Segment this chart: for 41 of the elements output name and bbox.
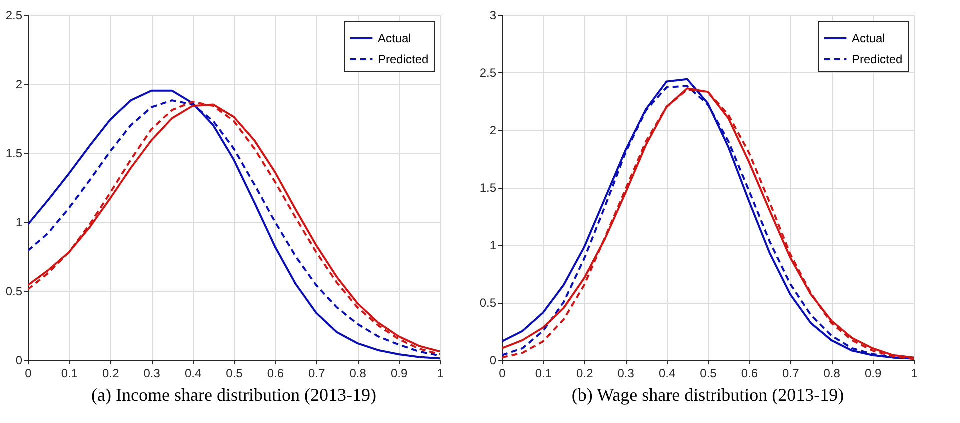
y-tick-label: 2 [16, 78, 23, 92]
text: (b) Wage share distribution (2013-19) [572, 385, 844, 405]
y-tick-label: 1 [16, 216, 23, 230]
legend-label: Actual [378, 32, 412, 46]
legend-label: Predicted [852, 52, 903, 66]
x-tick-label: 0.4 [184, 366, 202, 380]
x-tick-label: 0.9 [390, 366, 408, 380]
x-tick-label: 0.8 [350, 366, 367, 380]
y-tick-label: 1.5 [6, 146, 23, 160]
x-tick-label: 0.5 [700, 366, 718, 380]
x-tick-label: 0.3 [618, 366, 635, 380]
x-tick-label: 0 [25, 366, 32, 380]
x-tick-label: 1 [911, 366, 918, 380]
text: (a) Income share distribution (2013-19) [92, 385, 376, 405]
x-tick-label: 0.8 [824, 366, 841, 380]
y-tick-label: 1 [490, 238, 497, 252]
y-tick-label: 3 [490, 8, 497, 22]
y-tick-label: 0.5 [6, 284, 23, 298]
x-tick-label: 0.7 [782, 366, 800, 380]
x-tick-label: 0.7 [308, 366, 326, 380]
x-tick-label: 0.4 [658, 366, 676, 380]
legend-label: Predicted [378, 52, 429, 66]
x-tick-label: 0.5 [226, 366, 244, 380]
x-tick-label: 1 [437, 366, 444, 380]
x-tick-label: 0.6 [741, 366, 758, 380]
x-tick-label: 0.3 [144, 366, 161, 380]
y-tick-label: 0.5 [480, 296, 497, 310]
x-tick-label: 0.9 [864, 366, 882, 380]
x-tick-label: 0.1 [61, 366, 78, 380]
y-tick-label: 0 [490, 354, 497, 368]
y-tick-label: 2.5 [6, 8, 23, 22]
y-tick-label: 0 [16, 354, 23, 368]
x-tick-label: 0.1 [535, 366, 552, 380]
x-tick-label: 0 [499, 366, 506, 380]
x-tick-label: 0.6 [267, 366, 284, 380]
x-tick-label: 0.2 [102, 366, 120, 380]
y-tick-label: 1.5 [480, 181, 497, 195]
y-tick-label: 2 [490, 124, 497, 138]
legend-label: Actual [852, 32, 886, 46]
x-tick-label: 0.2 [576, 366, 594, 380]
y-tick-label: 2.5 [480, 66, 497, 80]
